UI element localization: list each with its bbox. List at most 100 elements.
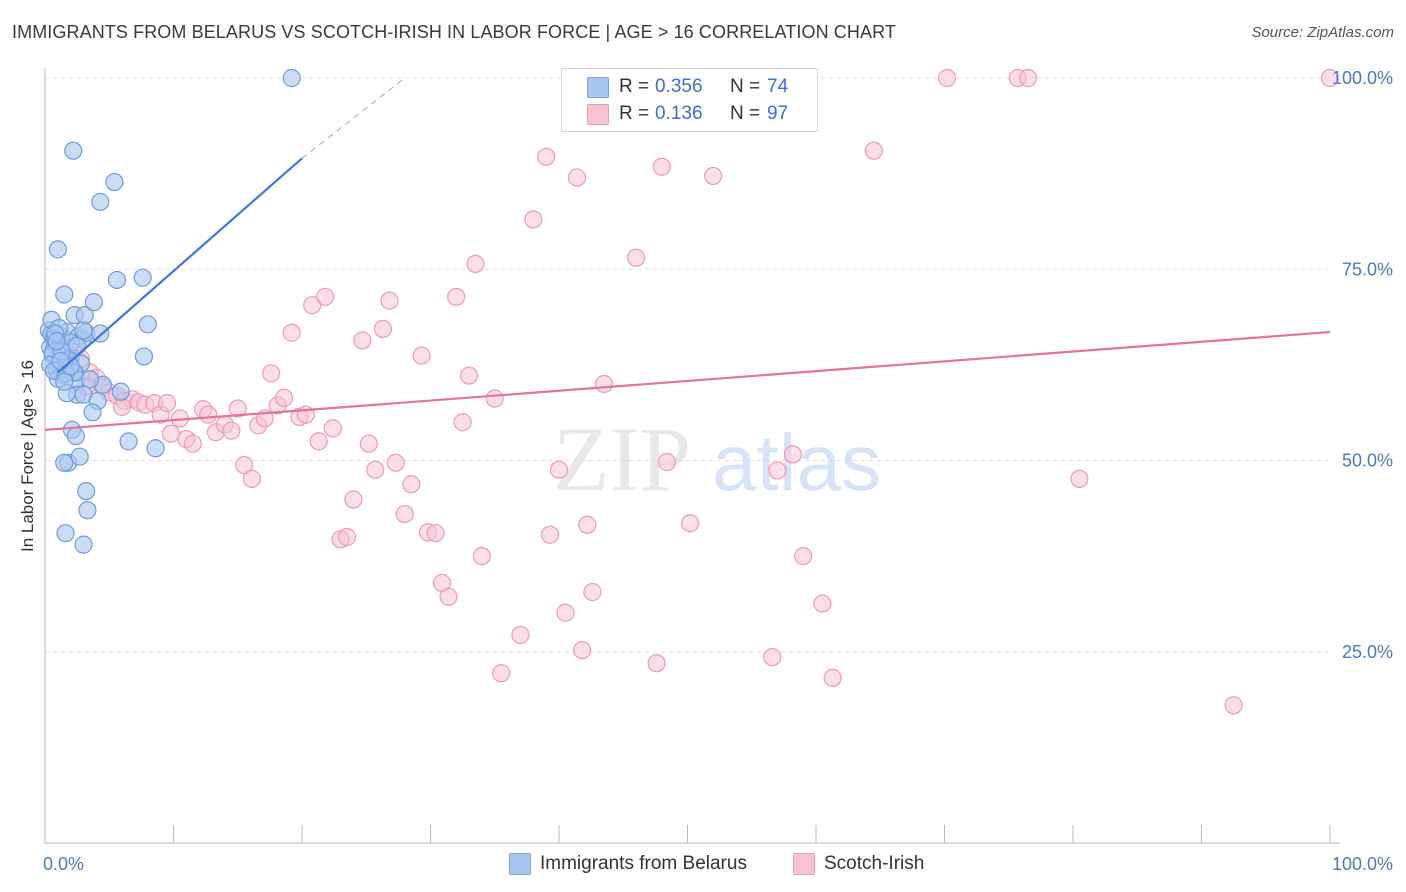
points-belarus	[39, 68, 301, 554]
source-credit: Source: ZipAtlas.com	[1251, 24, 1394, 41]
data-point-scotch-irish	[556, 603, 575, 622]
data-point-belarus	[138, 315, 157, 334]
data-point-scotch-irish	[242, 469, 261, 488]
data-point-belarus	[51, 351, 70, 371]
data-point-scotch-irish	[222, 421, 241, 440]
data-point-scotch-irish	[1070, 469, 1089, 488]
data-point-scotch-irish	[157, 394, 177, 413]
y-tick-label: 25.0%	[1342, 642, 1393, 662]
data-point-scotch-irish	[235, 455, 254, 475]
data-point-scotch-irish	[540, 525, 560, 544]
data-point-belarus	[107, 270, 127, 290]
data-point-scotch-irish	[657, 452, 677, 472]
trend-line-belarus-extension	[301, 77, 406, 159]
data-point-scotch-irish	[626, 248, 646, 267]
points-scotch-irish	[55, 68, 1340, 715]
data-point-scotch-irish	[763, 648, 782, 667]
data-point-scotch-irish	[459, 366, 479, 385]
legend-r-value: 0.356	[655, 76, 703, 97]
data-point-scotch-irish	[373, 319, 393, 339]
data-point-scotch-irish	[386, 453, 405, 472]
data-point-scotch-irish	[813, 594, 832, 613]
data-point-belarus	[282, 68, 301, 88]
data-point-scotch-irish	[161, 424, 181, 443]
tick-labels: 25.0% 50.0% 75.0% 100.0% 0.0% 100.0%	[43, 68, 1393, 874]
data-point-belarus	[83, 403, 102, 422]
data-point-scotch-irish	[823, 668, 842, 687]
data-point-scotch-irish	[492, 664, 511, 683]
data-point-scotch-irish	[274, 388, 294, 407]
data-point-scotch-irish	[112, 397, 132, 417]
data-point-belarus	[55, 372, 74, 391]
trend-lines	[44, 77, 1331, 431]
bottom-legend-swatch-scotch-irish	[793, 853, 815, 875]
legend-r-value: 0.136	[655, 103, 703, 124]
data-point-scotch-irish	[395, 504, 414, 524]
data-point-scotch-irish	[537, 147, 556, 166]
data-point-scotch-irish	[1018, 68, 1038, 88]
x-tick-label: 0.0%	[43, 854, 84, 874]
data-point-scotch-irish	[1224, 696, 1243, 715]
data-point-scotch-irish	[864, 141, 883, 160]
y-tick-label: 75.0%	[1342, 259, 1393, 279]
legend-row-scotch-irish: R = 0.136 N = 97	[562, 101, 817, 127]
bottom-legend-label-scotch-irish: Scotch-Irish	[824, 853, 925, 874]
data-point-belarus	[64, 141, 83, 160]
y-tick-label: 100.0%	[1332, 68, 1393, 88]
data-point-belarus	[133, 268, 152, 287]
data-point-scotch-irish	[573, 641, 592, 660]
x-tick-label: 100.0%	[1332, 854, 1393, 874]
data-point-scotch-irish	[447, 287, 466, 306]
data-point-scotch-irish	[402, 475, 421, 494]
data-point-scotch-irish	[380, 291, 399, 310]
watermark: ZIP atlas	[553, 408, 881, 510]
axes	[44, 68, 1340, 844]
chart-title: IMMIGRANTS FROM BELARUS VS SCOTCH-IRISH …	[12, 22, 896, 42]
grid	[45, 77, 1330, 653]
data-point-scotch-irish	[303, 296, 322, 315]
data-point-scotch-irish	[337, 527, 357, 547]
y-tick-label: 50.0%	[1342, 451, 1393, 471]
data-point-belarus	[134, 347, 154, 366]
data-point-scotch-irish	[323, 419, 342, 438]
data-point-scotch-irish	[768, 461, 787, 480]
legend-row-belarus: R = 0.356 N = 74	[562, 74, 817, 100]
bottom-legend-swatch-belarus	[509, 853, 531, 875]
data-point-scotch-irish	[549, 460, 569, 479]
data-point-scotch-irish	[282, 323, 301, 342]
data-point-belarus	[47, 332, 66, 351]
data-point-belarus	[55, 453, 74, 472]
data-point-scotch-irish	[353, 331, 372, 350]
data-point-belarus	[74, 535, 93, 554]
data-point-scotch-irish	[316, 287, 335, 306]
data-point-scotch-irish	[426, 524, 445, 543]
data-point-scotch-irish	[472, 547, 491, 566]
legend-r-label: R =	[619, 103, 650, 124]
data-point-belarus	[66, 426, 85, 446]
trend-line-scotch-irish	[44, 330, 1331, 431]
data-point-scotch-irish	[366, 460, 385, 479]
bottom-legend-label-belarus: Immigrants from Belarus	[540, 853, 747, 874]
legend-n-value: 74	[767, 76, 789, 97]
data-point-scotch-irish	[594, 374, 614, 394]
legend-swatch-belarus	[587, 77, 609, 98]
data-point-scotch-irish	[439, 587, 458, 606]
data-point-scotch-irish	[647, 654, 666, 673]
stats-legend: R = 0.356 N = 74 R = 0.136 N = 97	[561, 68, 818, 132]
data-point-scotch-irish	[794, 547, 813, 566]
data-point-scotch-irish	[412, 346, 431, 365]
legend-n-label: N =	[730, 76, 761, 97]
data-point-belarus	[55, 285, 74, 304]
legend-n-label: N =	[730, 103, 761, 124]
data-point-scotch-irish	[937, 68, 957, 88]
data-point-scotch-irish	[344, 490, 363, 509]
data-point-scotch-irish	[309, 432, 328, 451]
data-point-scotch-irish	[1320, 68, 1340, 88]
data-point-scotch-irish	[680, 514, 700, 533]
data-point-scotch-irish	[359, 434, 378, 453]
data-point-belarus	[111, 382, 130, 401]
data-point-scotch-irish	[199, 405, 218, 424]
trend-line-belarus	[57, 157, 303, 374]
legend-swatch-scotch-irish	[587, 104, 609, 125]
data-point-belarus	[105, 172, 124, 192]
